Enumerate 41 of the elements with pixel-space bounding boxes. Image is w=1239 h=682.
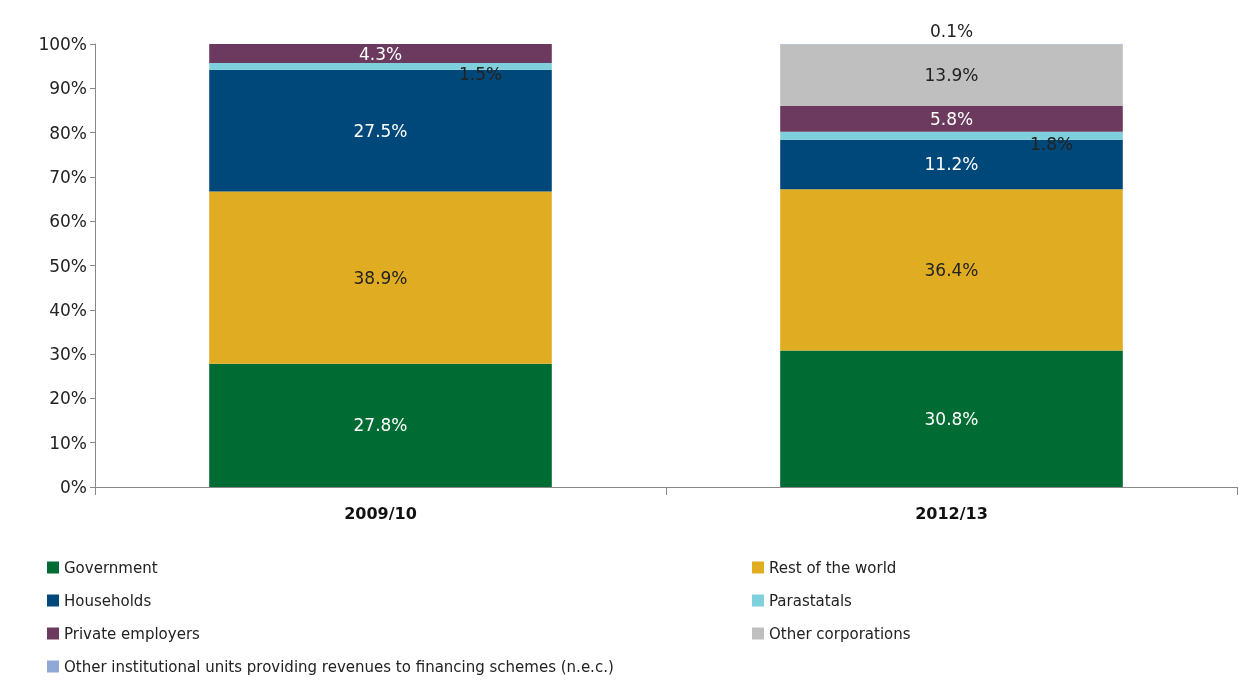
legend-label: Rest of the world (769, 558, 897, 577)
y-tick-label: 50% (49, 255, 87, 276)
legend-label: Parastatals (769, 591, 853, 610)
data-label: 1.8% (1029, 133, 1074, 154)
data-label: 5.8% (929, 108, 974, 129)
y-tick-label: 0% (60, 477, 87, 497)
legend-label: Other institutional units providing revenues to financing schemes (n.e.c.) (64, 657, 614, 676)
legend-label: Government (64, 558, 158, 577)
y-tick-label: 90% (49, 78, 87, 99)
y-tick-label: 30% (49, 344, 87, 365)
bar (209, 69, 552, 192)
bar (780, 44, 1123, 107)
legend-label: Private employers (64, 624, 201, 643)
x-tick-label: 2009/10 (344, 503, 417, 523)
bar (209, 191, 552, 364)
data-label: 11.2% (924, 154, 979, 175)
bar (780, 189, 1123, 351)
data-label: 30.8% (924, 408, 979, 429)
data-label: 1.5% (458, 64, 503, 85)
y-tick-label: 100% (38, 34, 87, 54)
bar (780, 106, 1123, 132)
data-label: 38.9% (353, 267, 408, 288)
bar (209, 363, 552, 487)
data-label: 13.9% (924, 65, 979, 86)
data-label: 0.1% (929, 20, 974, 41)
y-tick-label: 10% (49, 432, 87, 453)
bar (209, 44, 552, 64)
y-tick-label: 70% (49, 166, 87, 187)
y-tick-label: 60% (49, 211, 87, 232)
legend-label: Households (64, 591, 152, 610)
data-label: 27.8% (353, 415, 408, 436)
data-label: 27.5% (353, 120, 408, 141)
data-label: 36.4% (924, 259, 979, 280)
y-tick-label: 80% (49, 122, 87, 143)
legend-label: Other corporations (769, 624, 911, 643)
data-label: 4.3% (358, 43, 403, 64)
bar (780, 139, 1123, 190)
x-tick-label: 2012/13 (915, 503, 988, 523)
bar (780, 350, 1123, 487)
y-tick-label: 20% (49, 388, 87, 409)
y-tick-label: 40% (49, 299, 87, 320)
